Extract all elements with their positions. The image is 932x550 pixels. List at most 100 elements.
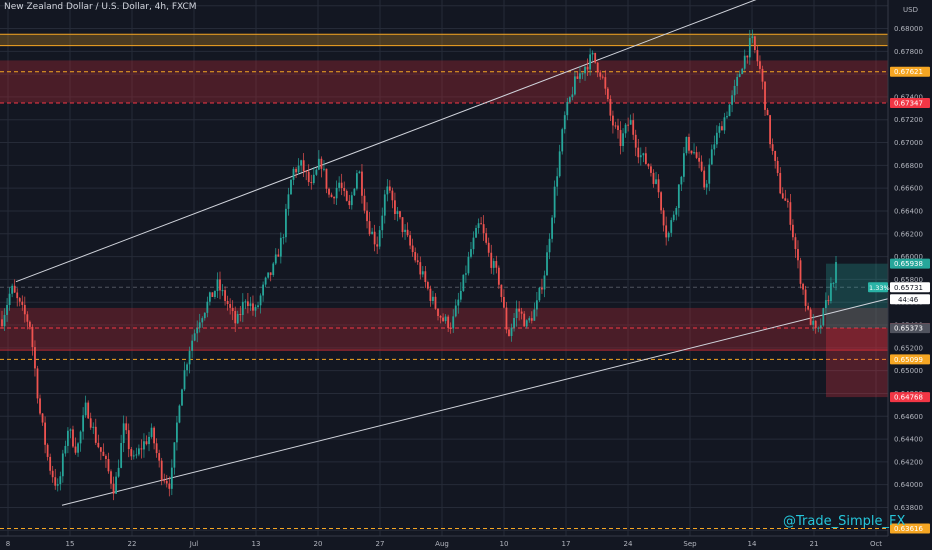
- candle-body: [503, 296, 505, 308]
- candle-body: [551, 217, 553, 239]
- candle-body: [510, 327, 513, 336]
- candle-body: [414, 252, 417, 261]
- time-tick-label: 8: [6, 540, 10, 548]
- candle-body: [614, 125, 617, 127]
- candle-body: [472, 237, 475, 250]
- candle-body: [371, 231, 374, 235]
- candle-body: [117, 467, 120, 477]
- candle-body: [475, 227, 477, 238]
- price-tick-label: 0.68000: [894, 25, 923, 33]
- candle-body: [373, 231, 376, 245]
- candle-body: [170, 467, 173, 489]
- candle-body: [94, 426, 97, 443]
- candle-body: [381, 215, 384, 231]
- candle-body: [67, 430, 69, 446]
- candle-body: [457, 299, 460, 306]
- candle-body: [241, 301, 244, 315]
- price-axis-background: [888, 0, 932, 550]
- time-tick-label: Aug: [435, 540, 449, 548]
- candle-body: [137, 448, 140, 455]
- candle-body: [328, 188, 330, 195]
- candle-body: [323, 168, 325, 170]
- candle-body: [201, 318, 204, 323]
- candles: [1, 29, 837, 501]
- candle-body: [82, 415, 85, 432]
- candle-body: [214, 291, 216, 298]
- candle-body: [1, 319, 3, 327]
- candle-body: [454, 305, 457, 317]
- price-label-badge: [890, 258, 930, 269]
- candle-body: [756, 50, 759, 62]
- candle-body: [622, 133, 624, 146]
- candle-body: [467, 256, 470, 274]
- candle-body: [738, 74, 741, 77]
- candle-body: [383, 194, 386, 216]
- price-tick-label: 0.67800: [894, 48, 923, 56]
- candle-body: [92, 426, 95, 428]
- price-label-text: 0.64768: [894, 394, 923, 402]
- candle-body: [312, 174, 315, 184]
- candle-body: [277, 254, 280, 257]
- candle-body: [482, 224, 485, 234]
- candle-body: [530, 318, 533, 321]
- candle-body: [419, 262, 422, 275]
- candle-body: [657, 179, 660, 193]
- candle-body: [485, 233, 488, 243]
- price-label-text: 0.67621: [894, 68, 923, 76]
- candle-body: [807, 305, 810, 310]
- candle-body: [751, 36, 754, 39]
- candle-body: [386, 186, 389, 195]
- candle-body: [132, 455, 135, 457]
- candle-body: [102, 451, 105, 456]
- candle-body: [797, 249, 799, 261]
- candle-body: [442, 317, 444, 322]
- candle-body: [196, 327, 199, 334]
- candle-body: [64, 445, 67, 454]
- candle-body: [688, 136, 690, 151]
- candle-body: [72, 429, 74, 447]
- candle-body: [523, 313, 526, 327]
- price-tick-label: 0.65800: [894, 276, 923, 284]
- candle-body: [8, 293, 11, 305]
- percent-badge: [868, 282, 888, 293]
- candle-body: [150, 427, 153, 437]
- candle-body: [660, 192, 662, 211]
- candle-body: [409, 235, 412, 246]
- time-tick-label: 17: [562, 540, 571, 548]
- candle-body: [617, 125, 619, 131]
- candle-body: [563, 115, 566, 130]
- zones: [0, 33, 888, 351]
- candle-body: [637, 147, 640, 158]
- candle-body: [176, 422, 178, 443]
- channel-lines: [15, 0, 889, 506]
- candle-body: [366, 210, 368, 222]
- candle-body: [246, 301, 249, 307]
- candle-body: [145, 441, 148, 445]
- candle-body: [295, 168, 297, 173]
- candle-body: [274, 254, 277, 264]
- candle-body: [817, 327, 820, 329]
- currency-label: USD: [903, 6, 918, 14]
- candle-body: [191, 340, 194, 351]
- candle-body: [249, 303, 252, 307]
- candle-body: [786, 200, 789, 203]
- candle-body: [41, 413, 44, 423]
- candle-body: [358, 171, 361, 174]
- candle-body: [158, 453, 161, 461]
- time-tick-label: Sep: [683, 540, 697, 548]
- candle-body: [193, 333, 196, 341]
- candle-body: [140, 448, 143, 450]
- candle-body: [789, 202, 792, 225]
- candle-body: [219, 279, 221, 291]
- candle-body: [508, 329, 510, 336]
- candle-body: [16, 292, 19, 299]
- candle-body: [335, 187, 338, 199]
- candle-body: [345, 190, 348, 201]
- support-zone: [0, 307, 888, 351]
- candle-body: [49, 456, 52, 471]
- candle-body: [753, 36, 756, 51]
- candle-body: [601, 76, 604, 78]
- time-tick-label: Oct: [870, 540, 882, 548]
- candle-body: [343, 188, 346, 191]
